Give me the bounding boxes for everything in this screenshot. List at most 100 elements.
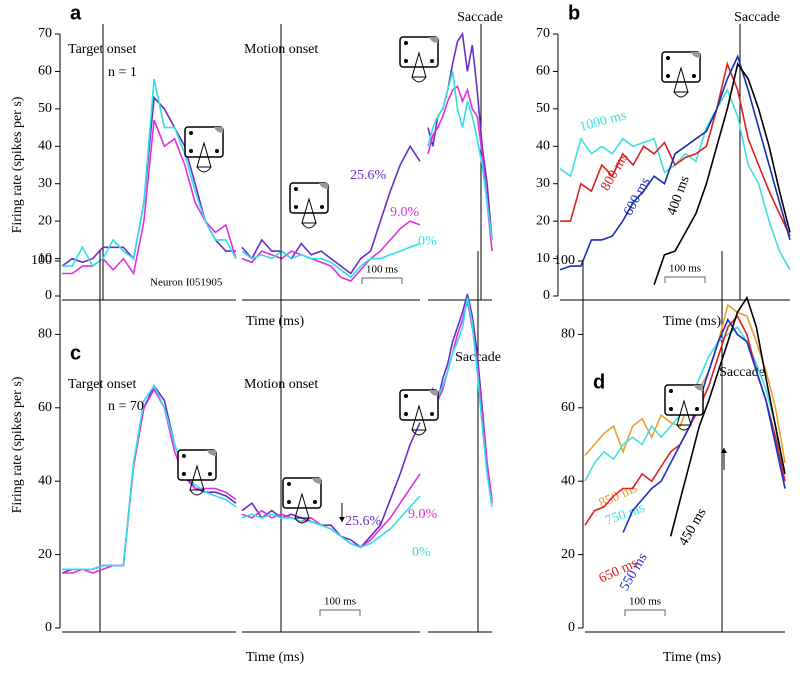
task-icon [177, 449, 217, 496]
series-line [241, 495, 421, 549]
y-tick-label: 20 [536, 213, 550, 228]
series-line [241, 144, 421, 275]
task-icon [661, 51, 701, 98]
event-label: Motion onset [244, 42, 318, 57]
scale-bar-label: 100 ms [629, 596, 661, 608]
y-tick-label: 10 [38, 251, 52, 266]
series-line [669, 295, 786, 537]
series-line [653, 61, 791, 286]
icon-dot [404, 41, 408, 45]
series-line [584, 314, 786, 526]
icon-dot [294, 205, 298, 209]
icon-dot [313, 500, 317, 504]
icon-target [429, 390, 438, 397]
task-icon [664, 384, 704, 431]
y-tick-label: 60 [561, 400, 575, 415]
arrow-head [721, 448, 727, 453]
series-line [241, 220, 421, 282]
scale-bar-label: 100 ms [669, 263, 701, 275]
series-label: 0% [412, 545, 431, 560]
series-label: 0% [418, 234, 437, 249]
panel-label: c [70, 342, 81, 364]
annotation: Neuron I051905 [150, 277, 223, 289]
scale-bar [361, 277, 403, 284]
icon-target [207, 450, 216, 457]
scale-bar-label: 100 ms [324, 596, 356, 608]
icon-dot [189, 149, 193, 153]
series-line [560, 61, 791, 237]
icon-monkey [301, 197, 317, 229]
y-tick-label: 0 [543, 288, 550, 303]
series-line [622, 318, 786, 533]
scale-bar [624, 609, 666, 616]
series-label: 600 ms [621, 175, 653, 218]
icon-target [312, 478, 321, 485]
event-label: Saccade [719, 365, 765, 380]
scale-bar [664, 276, 706, 283]
icon-dot [669, 407, 673, 411]
task-icon [399, 36, 439, 83]
task-icon [282, 477, 322, 524]
y-tick-label: 0 [45, 288, 52, 303]
icon-monkey [676, 399, 692, 431]
icon-dot [182, 472, 186, 476]
icon-target [694, 385, 703, 392]
y-axis-label: Firing rate (spikes per s) [10, 96, 25, 233]
series-label: 450 ms [676, 506, 709, 549]
y-tick-label: 30 [38, 176, 52, 191]
series-line [62, 387, 237, 574]
y-tick-label: 0 [568, 620, 575, 635]
y-tick-label: 100 [31, 253, 52, 268]
icon-monkey [673, 66, 689, 98]
icon-dot [287, 482, 291, 486]
y-tick-label: 0 [45, 620, 52, 635]
icon-dot [430, 59, 434, 63]
icon-dot [404, 412, 408, 416]
event-label: Motion onset [244, 377, 318, 392]
x-axis-label: Time (ms) [246, 650, 305, 665]
series-line [427, 71, 493, 241]
panel-label: d [593, 371, 605, 393]
x-axis-label: Time (ms) [663, 650, 722, 665]
icon-monkey [196, 141, 212, 173]
y-tick-label: 80 [561, 327, 575, 342]
x-axis-label: Time (ms) [663, 314, 722, 329]
y-tick-label: 10 [536, 251, 550, 266]
icon-target [319, 183, 328, 190]
icon-dot [669, 389, 673, 393]
icon-dot [430, 412, 434, 416]
annotation: n = 70 [108, 399, 144, 414]
icon-dot [208, 472, 212, 476]
scale-bar [319, 609, 361, 616]
icon-dot [294, 187, 298, 191]
icon-dot [695, 407, 699, 411]
y-tick-label: 20 [38, 547, 52, 562]
y-tick-label: 60 [38, 400, 52, 415]
icon-monkey [189, 464, 205, 496]
event-label: Saccade [734, 10, 780, 25]
series-label: 25.6% [345, 514, 382, 529]
y-tick-label: 70 [536, 26, 550, 41]
icon-dot [215, 149, 219, 153]
series-line [241, 242, 421, 279]
icon-target [429, 37, 438, 44]
event-label: Target onset [68, 42, 136, 57]
y-tick-label: 40 [38, 139, 52, 154]
series-line [62, 78, 237, 268]
y-tick-label: 50 [38, 101, 52, 116]
icon-target [214, 127, 223, 134]
series-line [427, 85, 493, 252]
icon-dot [287, 500, 291, 504]
task-icon [184, 126, 224, 173]
icon-target [691, 52, 700, 59]
series-line [61, 95, 236, 267]
arrow-head [339, 517, 345, 522]
series-line [559, 54, 791, 271]
icon-dot [692, 74, 696, 78]
series-label: 800 ms [598, 151, 631, 194]
series-label: 9.0% [390, 205, 420, 220]
event-label: Target onset [68, 377, 136, 392]
y-tick-label: 100 [554, 253, 575, 268]
y-tick-label: 40 [536, 139, 550, 154]
